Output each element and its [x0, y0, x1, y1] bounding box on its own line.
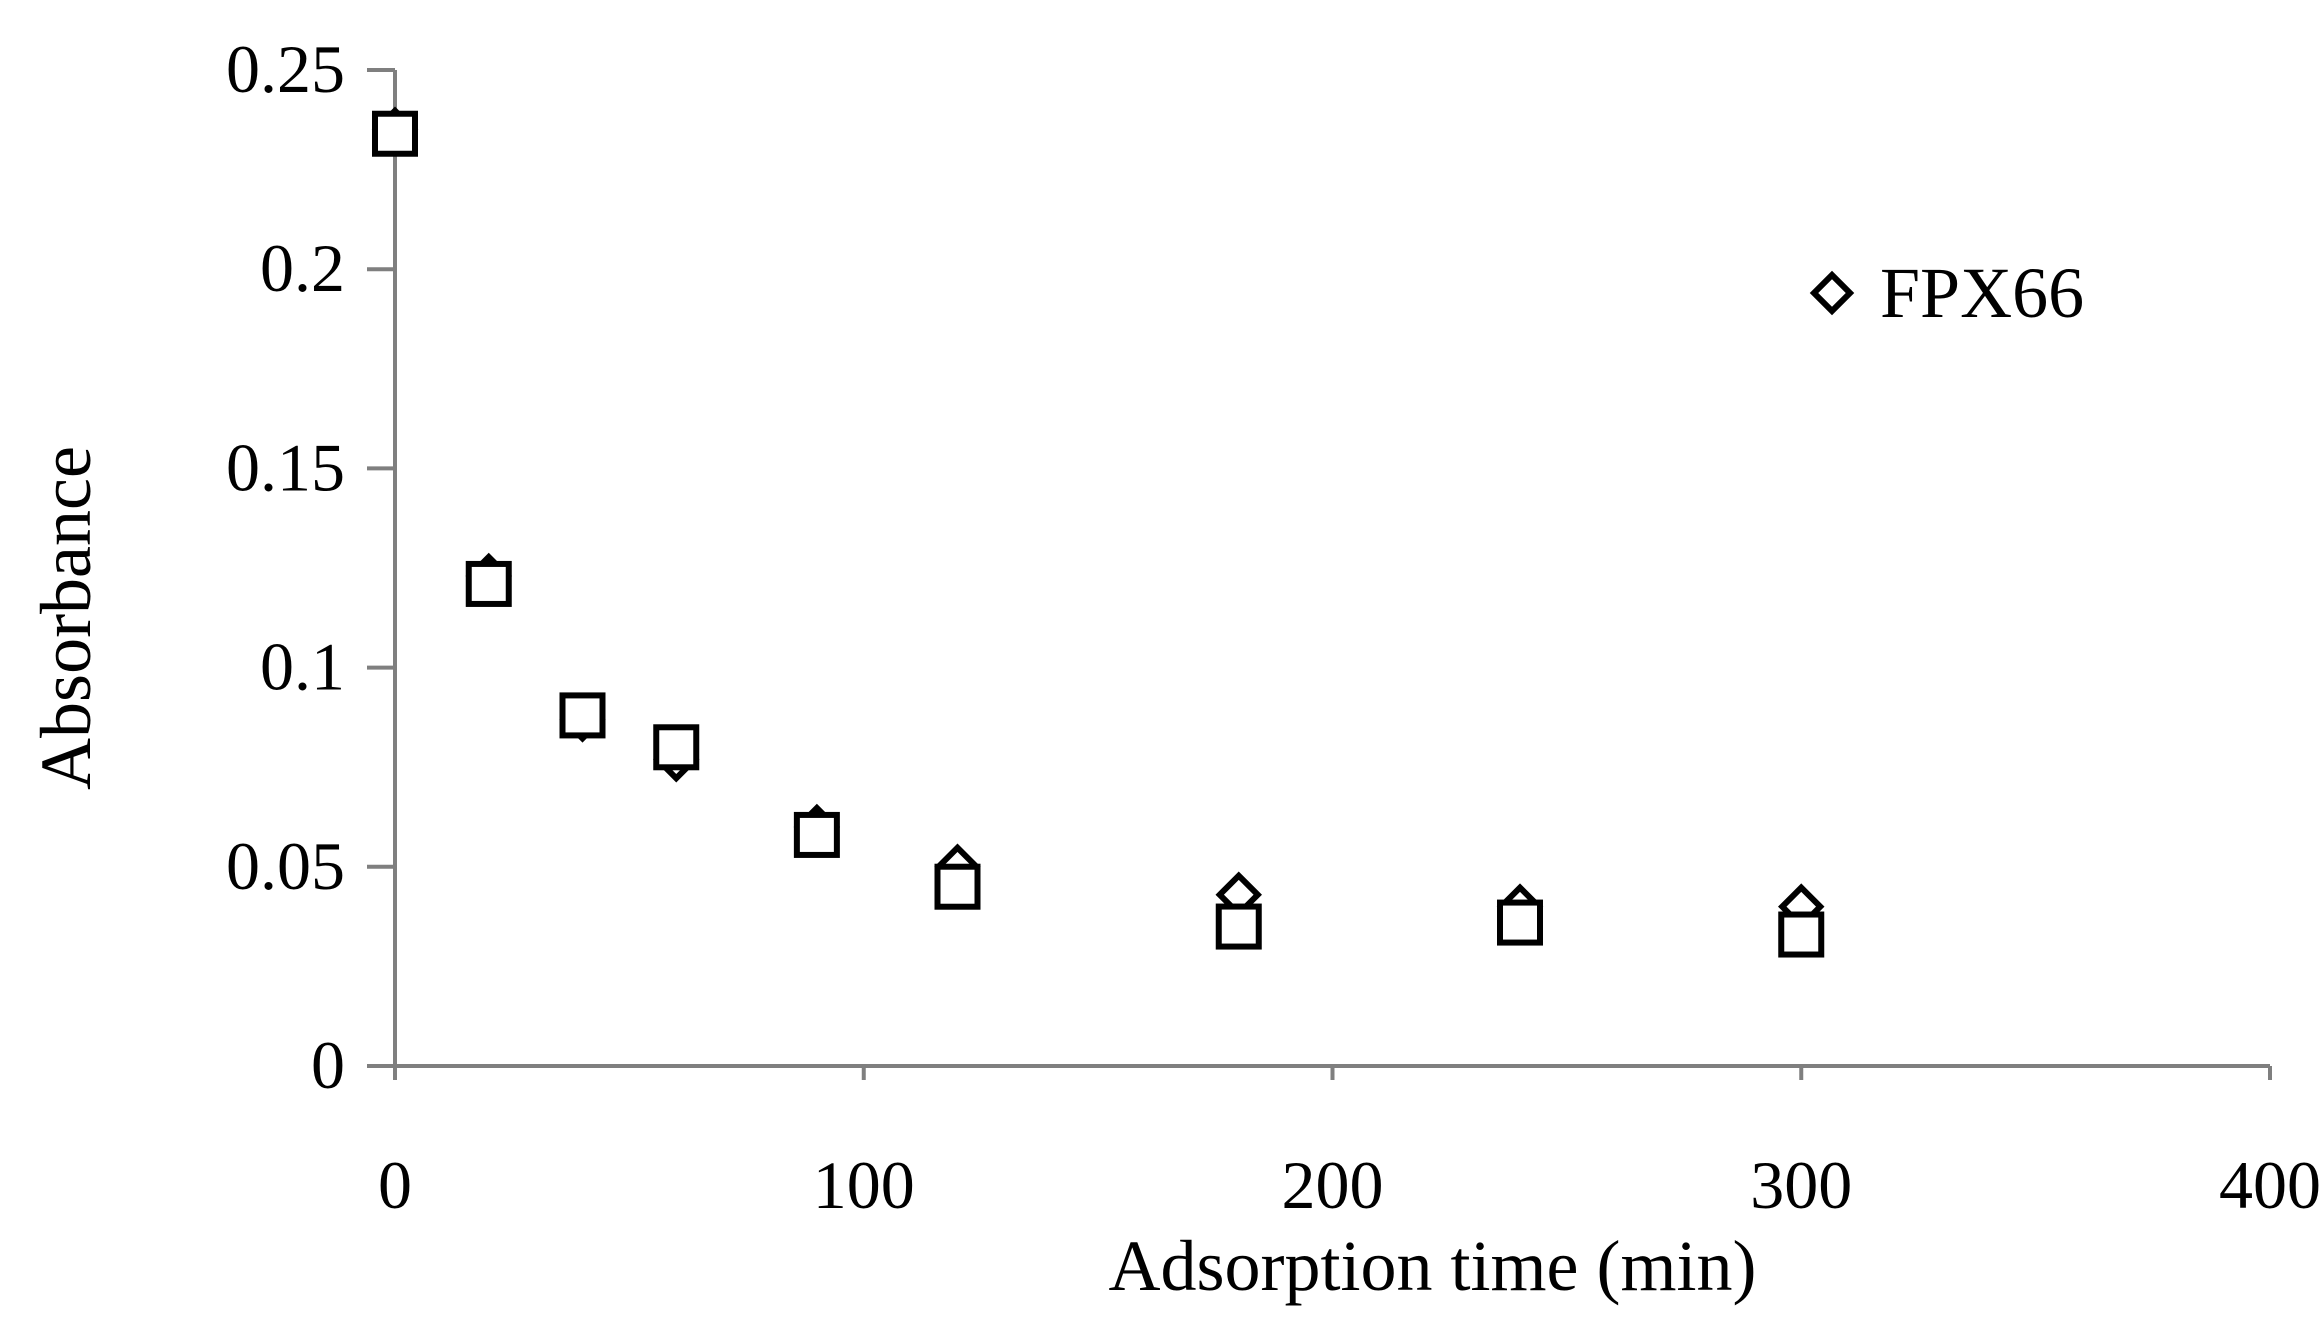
x-tick-label: 400	[2219, 1147, 2321, 1223]
data-point-square	[1497, 899, 1543, 946]
data-point-square	[1215, 903, 1262, 950]
series-diamond	[371, 106, 1825, 930]
data-marks	[371, 106, 1825, 958]
x-axis-title: Adsorption time (min)	[1109, 1226, 1757, 1306]
data-point-square	[653, 724, 700, 771]
legend-marker-diamond	[1809, 270, 1855, 316]
y-tick-label: 0.05	[226, 828, 345, 904]
axes	[393, 70, 2270, 1068]
data-point-square	[934, 863, 981, 910]
data-point-square	[1778, 911, 1825, 958]
y-tick-label: 0.2	[260, 230, 345, 306]
x-tick-label: 100	[813, 1147, 915, 1223]
legend-label: FPX66	[1880, 253, 2084, 333]
legend: FPX66	[1809, 253, 2084, 333]
y-tick-label: 0.1	[260, 629, 345, 705]
x-tick-label: 300	[1750, 1147, 1852, 1223]
data-point-square	[559, 692, 606, 739]
y-tick-label: 0.25	[226, 31, 345, 107]
y-tick-label: 0.15	[226, 429, 345, 505]
series-square	[372, 110, 1825, 958]
data-point-square	[793, 811, 840, 858]
y-axis-title: Absorbance	[26, 446, 106, 790]
y-tick-label: 0	[311, 1027, 345, 1103]
x-tick-label: 200	[1282, 1147, 1384, 1223]
x-axis-ticks: 0 100 200 300 400	[378, 1066, 2321, 1223]
x-tick-label: 0	[378, 1147, 412, 1223]
data-point-square	[465, 560, 512, 607]
data-point-square	[372, 110, 418, 157]
y-axis-ticks: 0 0.05 0.1 0.15 0.2 0.25	[226, 31, 395, 1103]
